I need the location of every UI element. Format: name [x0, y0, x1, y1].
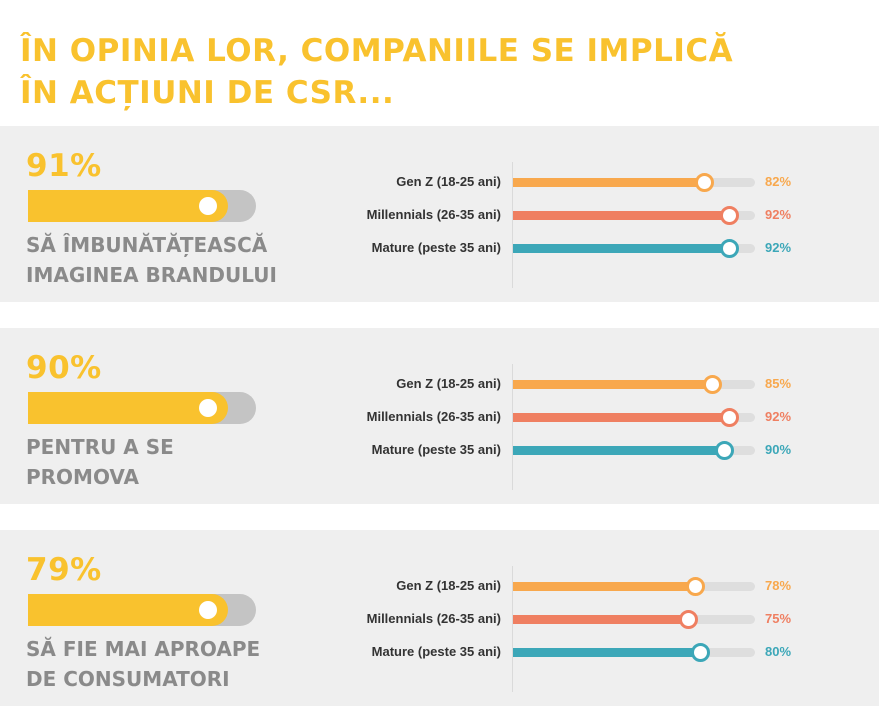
- overall-bar-knob: [199, 601, 217, 619]
- bar-knob: [719, 239, 739, 258]
- value-label: 90%: [765, 442, 792, 457]
- value-label: 78%: [765, 578, 792, 593]
- bar-row-millennials: Millennials (26-35 ani) 75%: [0, 609, 879, 633]
- statement-line: SĂ ÎMBUNĂTĂȚEASCĂ: [26, 233, 268, 257]
- category-label: Millennials (26-35 ani): [366, 611, 501, 626]
- bar-row-gen-z: Gen Z (18-25 ani) 85%: [0, 374, 879, 398]
- overall-bar-track: [28, 190, 256, 222]
- statement-text: SĂ FIE MAI APROAPE DE CONSUMATORI: [26, 634, 346, 694]
- statement-line: PROMOVA: [26, 465, 140, 489]
- category-label: Gen Z (18-25 ani): [396, 376, 501, 391]
- bar-knob: [702, 375, 722, 394]
- title-line-2: ÎN ACȚIUNI DE CSR...: [20, 75, 395, 111]
- bar-millennials: [513, 615, 695, 624]
- statement-line: IMAGINEA BRANDULUI: [26, 263, 277, 287]
- overall-bar-knob: [199, 399, 217, 417]
- overall-bar-track: [28, 392, 256, 424]
- overall-percent: 79%: [26, 552, 102, 588]
- category-label: Gen Z (18-25 ani): [396, 174, 501, 189]
- bar-row-gen-z: Gen Z (18-25 ani) 78%: [0, 576, 879, 600]
- statement-text: SĂ ÎMBUNĂTĂȚEASCĂ IMAGINEA BRANDULUI: [26, 230, 346, 290]
- overall-bar-fill: [28, 392, 228, 424]
- bar-row-gen-z: Gen Z (18-25 ani) 82%: [0, 172, 879, 196]
- bar-knob: [695, 173, 715, 192]
- value-label: 92%: [765, 409, 792, 424]
- overall-bar-knob: [199, 197, 217, 215]
- bar-knob: [690, 643, 710, 662]
- value-label: 75%: [765, 611, 792, 626]
- value-label: 85%: [765, 376, 792, 391]
- overall-bar-track: [28, 594, 256, 626]
- bar-mature: [513, 446, 731, 455]
- axis-divider: [512, 566, 513, 692]
- statement-line: SĂ FIE MAI APROAPE: [26, 637, 261, 661]
- page-title: ÎN OPINIA LOR, COMPANIILE SE IMPLICĂ ÎN …: [20, 30, 733, 114]
- bar-mature: [513, 648, 707, 657]
- bar-knob: [678, 610, 698, 629]
- chart-panel: 79% SĂ FIE MAI APROAPE DE CONSUMATORI Gen Z…: [0, 530, 879, 706]
- bar-mature: [513, 244, 736, 253]
- bar-gen-z: [513, 582, 702, 591]
- bar-knob: [714, 441, 734, 460]
- bar-gen-z: [513, 178, 712, 187]
- overall-bar-fill: [28, 190, 228, 222]
- value-label: 82%: [765, 174, 792, 189]
- bar-millennials: [513, 211, 736, 220]
- bar-knob: [719, 408, 739, 427]
- category-label: Mature (peste 35 ani): [371, 240, 501, 255]
- category-label: Millennials (26-35 ani): [366, 409, 501, 424]
- bar-row-mature: Mature (peste 35 ani) 92%: [0, 238, 879, 262]
- category-label: Gen Z (18-25 ani): [396, 578, 501, 593]
- category-label: Mature (peste 35 ani): [371, 442, 501, 457]
- bar-row-millennials: Millennials (26-35 ani) 92%: [0, 205, 879, 229]
- value-label: 92%: [765, 240, 792, 255]
- chart-panel: 91% SĂ ÎMBUNĂTĂȚEASCĂ IMAGINEA BRANDULUI Ge…: [0, 126, 879, 302]
- statement-line: DE CONSUMATORI: [26, 667, 230, 691]
- overall-percent: 90%: [26, 350, 102, 386]
- value-label: 92%: [765, 207, 792, 222]
- bar-row-mature: Mature (peste 35 ani) 80%: [0, 642, 879, 666]
- bar-millennials: [513, 413, 736, 422]
- category-label: Millennials (26-35 ani): [366, 207, 501, 222]
- title-line-1: ÎN OPINIA LOR, COMPANIILE SE IMPLICĂ: [20, 33, 734, 69]
- bar-knob: [685, 577, 705, 596]
- statement-text: PENTRU A SE PROMOVA: [26, 432, 346, 492]
- value-label: 80%: [765, 644, 792, 659]
- statement-line: PENTRU A SE: [26, 435, 174, 459]
- bar-row-mature: Mature (peste 35 ani) 90%: [0, 440, 879, 464]
- overall-bar-fill: [28, 594, 228, 626]
- axis-divider: [512, 364, 513, 490]
- bar-gen-z: [513, 380, 719, 389]
- bar-row-millennials: Millennials (26-35 ani) 92%: [0, 407, 879, 431]
- overall-percent: 91%: [26, 148, 102, 184]
- category-label: Mature (peste 35 ani): [371, 644, 501, 659]
- axis-divider: [512, 162, 513, 288]
- bar-knob: [719, 206, 739, 225]
- chart-panel: 90% PENTRU A SE PROMOVA Gen Z (18-25 ani) 85…: [0, 328, 879, 504]
